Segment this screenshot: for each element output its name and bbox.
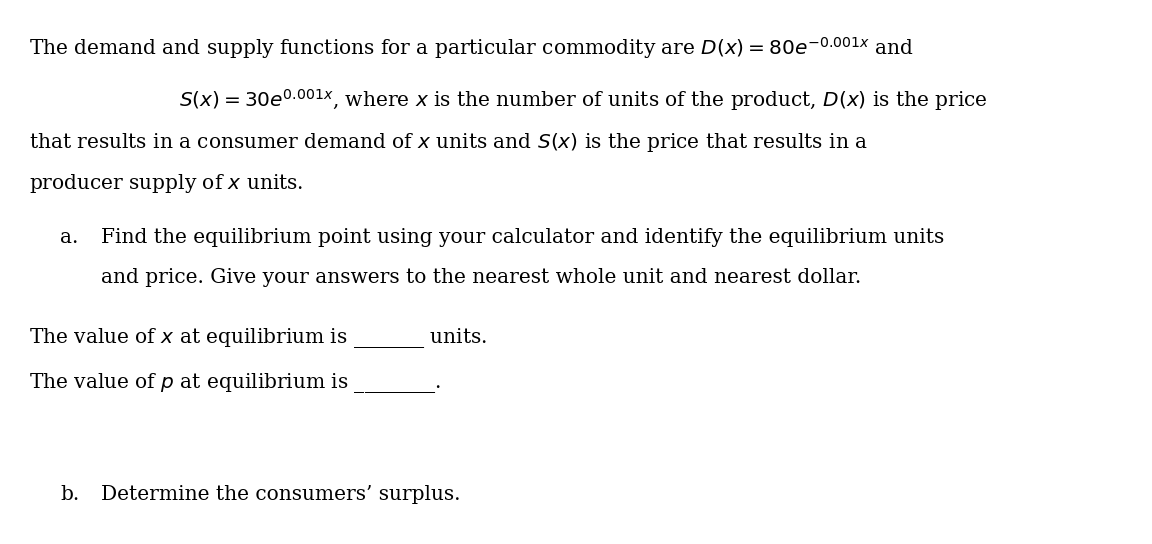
Text: Find the equilibrium point using your calculator and identify the equilibrium un: Find the equilibrium point using your ca… xyxy=(101,228,945,248)
Text: producer supply of $x$ units.: producer supply of $x$ units. xyxy=(29,172,303,195)
Text: Determine the consumers’ surplus.: Determine the consumers’ surplus. xyxy=(101,485,461,504)
Text: $S(x)=30e^{0.001x}$, where $x$ is the number of units of the product, $D(x)$ is : $S(x)=30e^{0.001x}$, where $x$ is the nu… xyxy=(179,87,987,113)
Text: a.: a. xyxy=(60,228,78,248)
Text: The value of $x$ at equilibrium is _______ units.: The value of $x$ at equilibrium is _____… xyxy=(29,326,487,350)
Text: b.: b. xyxy=(60,485,79,504)
Text: that results in a consumer demand of $x$ units and $S(x)$ is the price that resu: that results in a consumer demand of $x$… xyxy=(29,131,867,153)
Text: The demand and supply functions for a particular commodity are $D(x)=80e^{-0.001: The demand and supply functions for a pa… xyxy=(29,35,914,61)
Text: and price. Give your answers to the nearest whole unit and nearest dollar.: and price. Give your answers to the near… xyxy=(101,268,862,287)
Text: The value of $p$ at equilibrium is ________.: The value of $p$ at equilibrium is _____… xyxy=(29,371,441,395)
